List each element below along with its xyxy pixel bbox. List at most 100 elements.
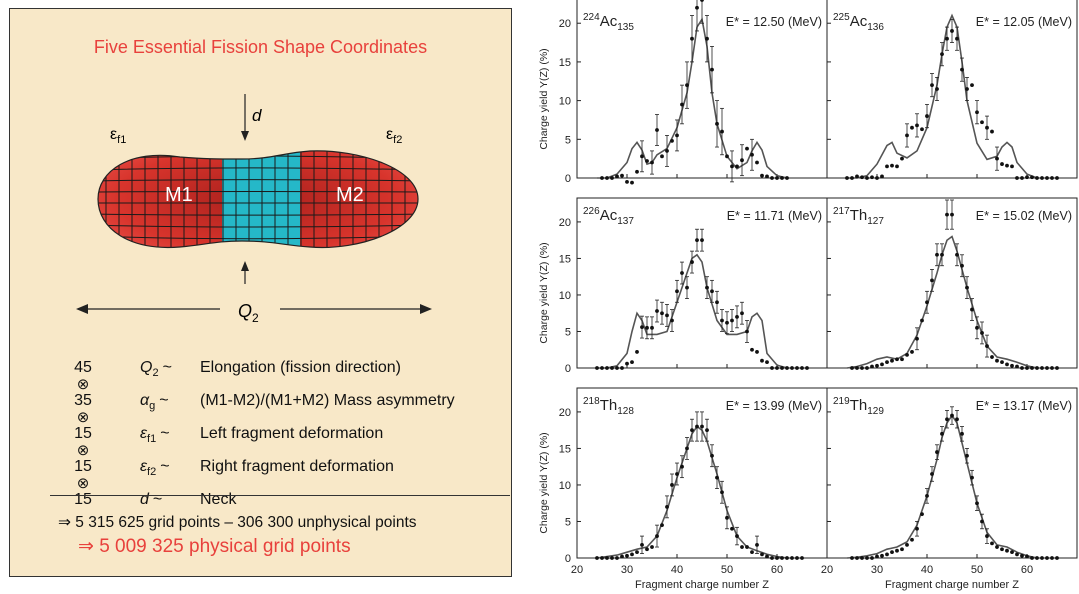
data-point (765, 360, 769, 365)
data-point (990, 355, 994, 359)
data-point (750, 347, 754, 352)
data-point (720, 318, 724, 323)
chart-panel: 217Th127 E* = 15.02 (MeV) (826, 197, 1078, 370)
data-point (995, 156, 999, 161)
data-point (720, 490, 724, 495)
data-point (860, 366, 864, 370)
data-point (970, 475, 974, 480)
data-point (635, 550, 639, 555)
data-point (680, 271, 684, 275)
y-tick-label: 10 (559, 96, 571, 108)
data-point (670, 138, 674, 143)
data-point (610, 176, 614, 180)
data-point (1050, 176, 1054, 180)
data-point (895, 548, 899, 553)
d-arrowhead-top (241, 131, 249, 141)
chart-panel: 225Ac136 E* = 12.05 (MeV) (826, 0, 1078, 180)
data-point (880, 174, 884, 179)
data-point (970, 83, 974, 88)
data-point (1025, 175, 1029, 180)
coordinate-row: 45 Q2 ~ Elongation (fission direction) (10, 359, 511, 379)
data-point (650, 545, 654, 549)
data-point (890, 163, 894, 168)
data-point (845, 176, 849, 180)
data-point (675, 289, 679, 294)
data-point (775, 176, 779, 180)
data-point (980, 120, 984, 125)
data-point (985, 344, 989, 348)
nucleus-label: 217Th127 (833, 206, 884, 227)
data-point (885, 164, 889, 169)
energy-label: E* = 13.17 (MeV) (976, 399, 1072, 413)
data-point (670, 318, 674, 323)
q2-label: Q2 (238, 301, 259, 325)
data-point (860, 175, 864, 180)
grid-count: 45 (74, 359, 92, 376)
data-point (650, 160, 654, 165)
data-point (930, 278, 934, 283)
data-point (1045, 176, 1049, 180)
data-point (595, 556, 599, 560)
data-point (730, 318, 734, 323)
data-point (655, 128, 659, 132)
data-point (855, 366, 859, 370)
data-point (1045, 366, 1049, 370)
data-point (945, 417, 949, 422)
data-point (980, 331, 984, 335)
data-point (655, 534, 659, 538)
y-tick-label: 10 (559, 480, 571, 492)
y-tick-label: 20 (559, 407, 571, 419)
coordinate-description: Neck (200, 491, 237, 508)
y-tick-label: 5 (565, 516, 571, 528)
data-point (730, 526, 734, 531)
data-point (660, 523, 664, 528)
panel-title: Five Essential Fission Shape Coordinates (93, 37, 428, 57)
x-axis-label: Fragment charge number Z (635, 579, 769, 591)
grid-count: 15 (74, 458, 92, 475)
data-point (625, 361, 629, 366)
data-point (685, 285, 689, 290)
nucleus-label: 218Th128 (583, 396, 634, 417)
data-point (650, 325, 654, 330)
x-tick-label: 60 (1021, 564, 1033, 576)
coordinate-row: 15 εf2 ~ Right fragment deformation (10, 458, 511, 478)
data-point (755, 160, 759, 165)
data-point (705, 285, 709, 290)
data-point (925, 300, 929, 305)
data-point (905, 542, 909, 547)
data-point (990, 541, 994, 546)
data-point (1035, 176, 1039, 180)
data-point (770, 366, 774, 370)
y-tick-label: 0 (565, 173, 571, 185)
data-point (615, 556, 619, 560)
data-point (865, 366, 869, 370)
data-point (655, 309, 659, 313)
data-point (875, 176, 879, 180)
data-point (605, 366, 609, 370)
data-point (755, 542, 759, 547)
data-point (915, 526, 919, 531)
coordinate-symbol: εf1 ~ (140, 425, 170, 446)
data-point (980, 519, 984, 524)
data-point (925, 494, 929, 498)
data-point (780, 176, 784, 180)
data-point (640, 325, 644, 329)
x-tick-label: 50 (971, 564, 983, 576)
data-point (1055, 556, 1059, 560)
data-point (950, 212, 954, 217)
data-point (985, 125, 989, 130)
chart-panel: 0 5 10 15 20 20 30 40 50 60 218Th128 E* = 13.99 (Me… (538, 387, 828, 591)
data-point (1000, 162, 1004, 166)
data-point (640, 542, 644, 547)
data-point (940, 52, 944, 57)
data-point (785, 366, 789, 370)
data-point (960, 431, 964, 436)
data-point (850, 556, 854, 560)
data-point (730, 164, 734, 169)
data-point (1015, 176, 1019, 180)
data-point (690, 260, 694, 264)
data-point (905, 352, 909, 357)
data-point (1000, 360, 1004, 365)
data-point (780, 556, 784, 560)
data-point (930, 83, 934, 88)
